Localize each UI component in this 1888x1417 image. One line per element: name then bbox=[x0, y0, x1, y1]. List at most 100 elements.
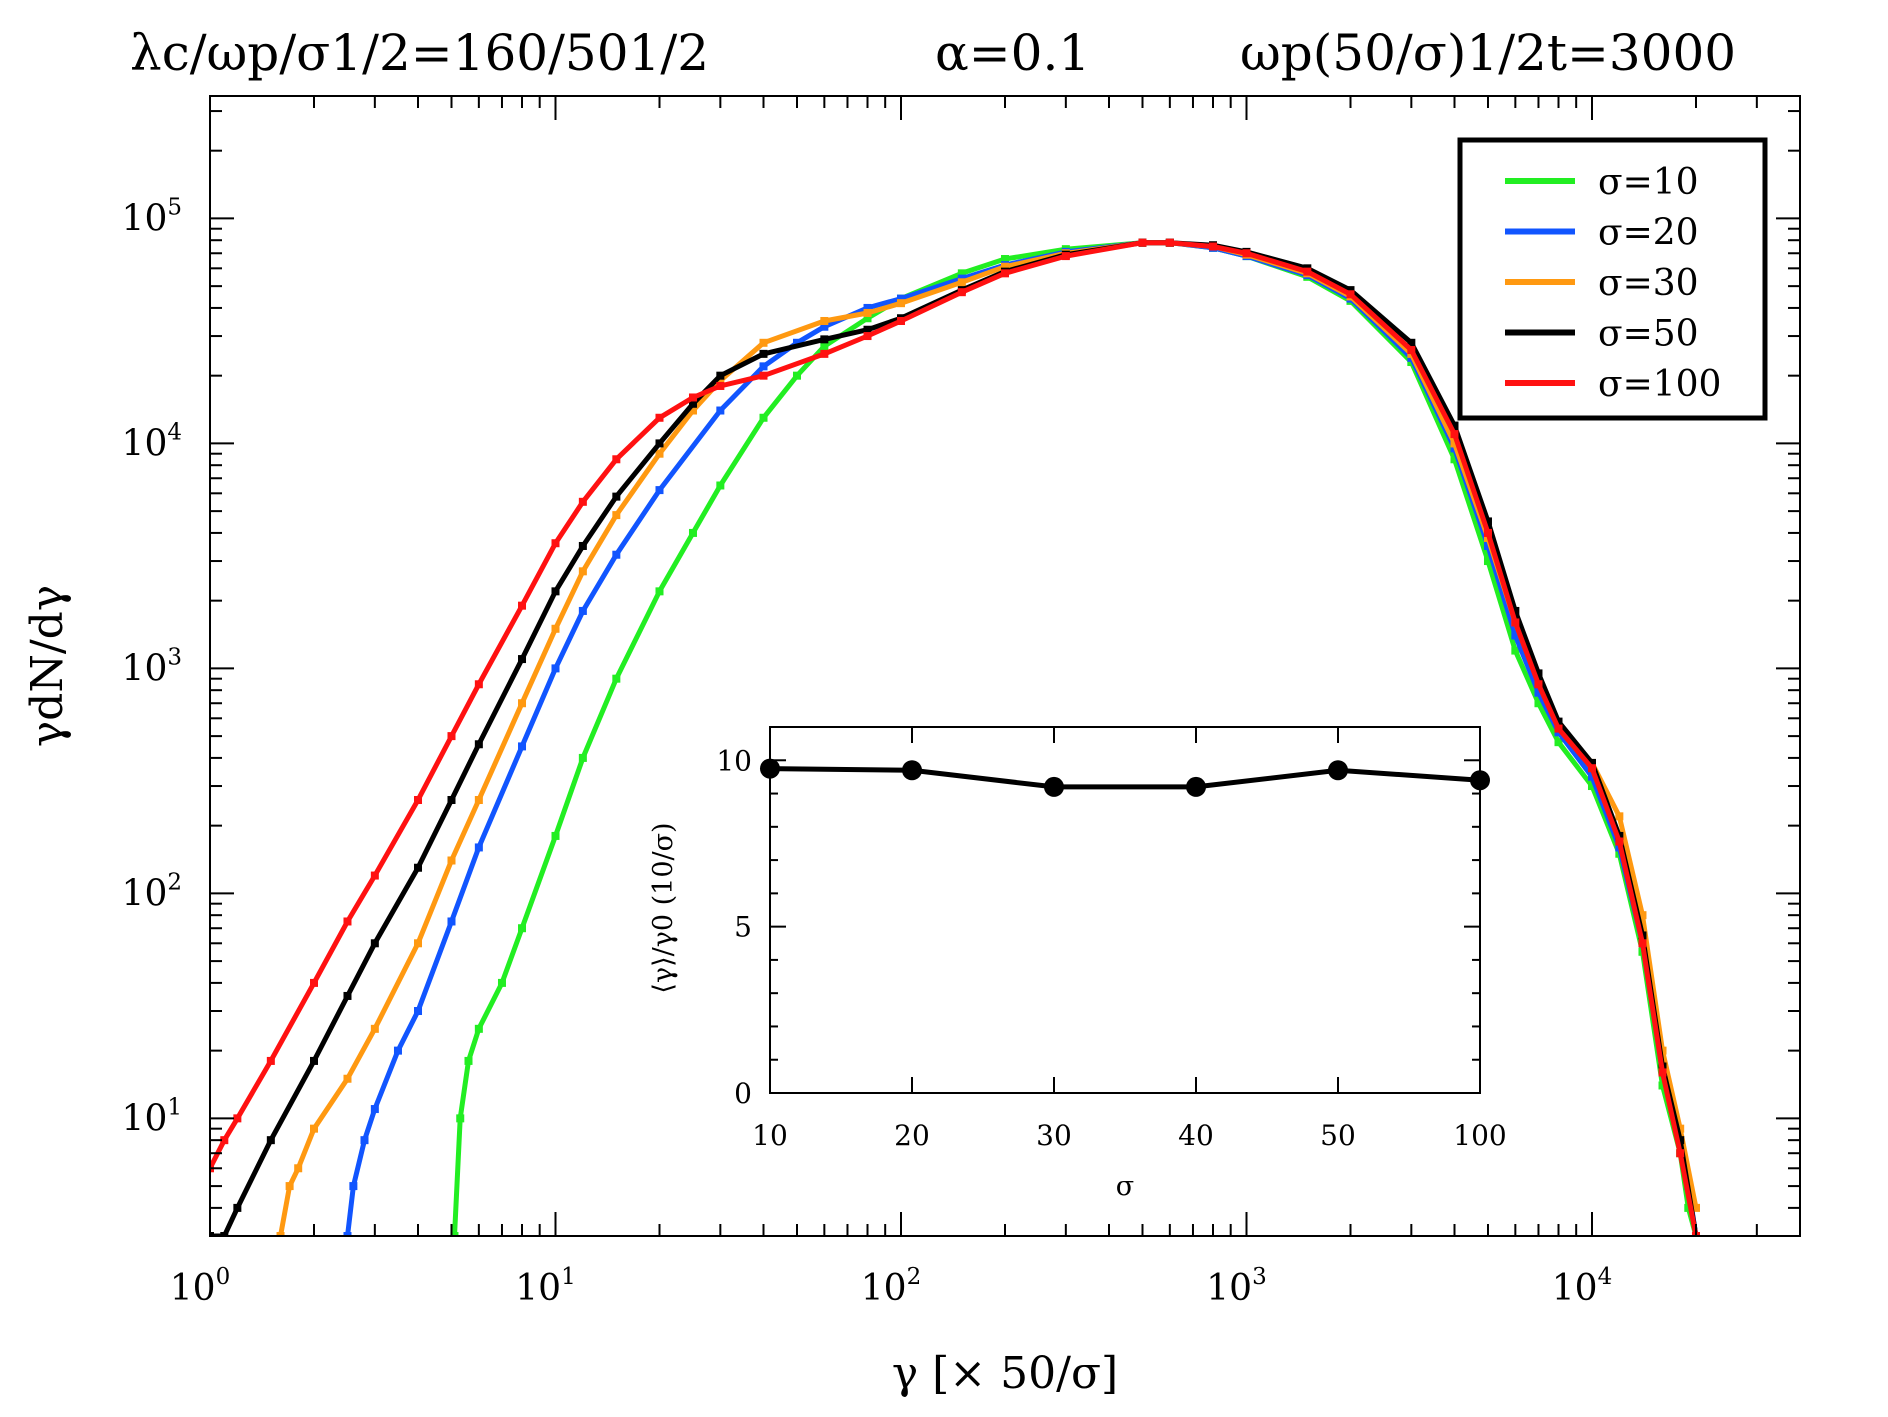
data-point bbox=[370, 1105, 379, 1114]
data-point bbox=[474, 843, 483, 852]
data-point bbox=[551, 587, 560, 596]
data-point bbox=[655, 587, 664, 596]
data-point bbox=[1587, 772, 1596, 781]
data-point bbox=[343, 1074, 352, 1083]
data-point bbox=[820, 322, 829, 331]
data-point bbox=[1638, 939, 1647, 948]
data-point bbox=[1615, 812, 1624, 821]
data-point bbox=[349, 1182, 358, 1191]
series-line-sigma-100 bbox=[210, 240, 1699, 1236]
data-point bbox=[1483, 517, 1492, 526]
main-y-tick-label: 101 bbox=[122, 1094, 182, 1139]
main-x-tick-label: 103 bbox=[1206, 1264, 1266, 1309]
inset-data-point bbox=[1328, 760, 1348, 781]
data-point bbox=[1534, 699, 1543, 708]
data-point bbox=[820, 316, 829, 325]
inset-x-tick-label: 30 bbox=[1036, 1119, 1072, 1152]
data-point bbox=[1658, 1081, 1667, 1090]
data-point bbox=[233, 1114, 242, 1123]
data-point bbox=[447, 917, 456, 926]
data-point bbox=[1001, 255, 1009, 264]
data-point bbox=[343, 1232, 352, 1236]
data-point bbox=[716, 371, 725, 380]
data-point bbox=[688, 399, 697, 408]
data-point bbox=[1554, 738, 1563, 747]
data-point bbox=[310, 978, 319, 987]
data-point bbox=[863, 325, 872, 334]
data-point bbox=[1676, 1149, 1685, 1158]
legend-label: σ=50 bbox=[1598, 314, 1699, 355]
inset-series-group bbox=[760, 758, 1490, 797]
inset-x-tick-label: 100 bbox=[1453, 1119, 1506, 1152]
data-point bbox=[1676, 1124, 1685, 1133]
data-point bbox=[1061, 252, 1070, 261]
data-point bbox=[863, 314, 872, 323]
data-point bbox=[1346, 290, 1355, 299]
data-point bbox=[863, 303, 872, 312]
data-point bbox=[1554, 717, 1563, 726]
data-point bbox=[896, 299, 905, 308]
data-point bbox=[792, 371, 801, 380]
data-point bbox=[414, 1007, 423, 1016]
data-point bbox=[1407, 338, 1416, 347]
data-point bbox=[1407, 346, 1416, 355]
data-point bbox=[863, 332, 872, 341]
data-point bbox=[210, 1232, 214, 1236]
main-y-axis-label: γdN/dγ bbox=[22, 585, 73, 747]
data-point bbox=[1165, 238, 1174, 247]
legend-items: σ=10 σ=20 σ=30 σ=50 σ=100 bbox=[1505, 162, 1721, 405]
data-point bbox=[464, 1056, 473, 1065]
data-point bbox=[1587, 758, 1596, 767]
data-point bbox=[716, 381, 725, 390]
data-point bbox=[551, 624, 560, 633]
data-point bbox=[612, 550, 621, 559]
data-point bbox=[792, 338, 801, 347]
data-point bbox=[820, 349, 829, 358]
data-point bbox=[1001, 262, 1009, 271]
data-point bbox=[414, 939, 423, 948]
data-point bbox=[1587, 764, 1596, 773]
inset-data-point bbox=[760, 758, 780, 779]
data-point bbox=[220, 1232, 229, 1236]
inset-data-point bbox=[902, 760, 922, 781]
data-point bbox=[1450, 455, 1459, 464]
legend-label: σ=100 bbox=[1598, 364, 1721, 405]
data-point bbox=[578, 753, 587, 762]
main-y-tick-label: 103 bbox=[122, 644, 182, 689]
data-point bbox=[360, 1136, 369, 1145]
data-point bbox=[276, 1232, 285, 1236]
data-point bbox=[759, 362, 768, 371]
inset-x-tick-label: 10 bbox=[752, 1119, 788, 1152]
inset-y-tick-label: 0 bbox=[734, 1077, 752, 1110]
data-point bbox=[578, 606, 587, 615]
inset-x-tick-label: 50 bbox=[1320, 1119, 1356, 1152]
data-point bbox=[474, 796, 483, 805]
inset-y-axis-label: ⟨γ⟩/γ0 (10/σ) bbox=[648, 822, 679, 993]
data-point bbox=[820, 342, 829, 351]
inset-ticks bbox=[769, 726, 1481, 1094]
inset-plot-frame bbox=[769, 726, 1481, 1094]
data-point bbox=[551, 539, 560, 548]
data-point bbox=[957, 278, 966, 287]
data-point bbox=[1450, 439, 1459, 448]
data-point bbox=[518, 601, 527, 610]
data-point bbox=[896, 316, 905, 325]
data-point bbox=[655, 439, 664, 448]
data-point bbox=[1587, 782, 1596, 791]
data-point bbox=[578, 567, 587, 576]
title-right: ωp(50/σ)1/2t=3000 bbox=[1240, 24, 1736, 82]
inset-x-tick-labels: 10 20 30 40 50 100 bbox=[752, 1119, 1507, 1152]
data-point bbox=[759, 413, 768, 422]
data-point bbox=[474, 1024, 483, 1033]
data-point bbox=[551, 664, 560, 673]
data-point bbox=[294, 1164, 303, 1173]
data-point bbox=[1534, 680, 1543, 689]
data-point bbox=[759, 371, 768, 380]
data-point bbox=[1676, 1136, 1685, 1145]
main-x-tick-labels: 100 101 102 103 104 bbox=[170, 1264, 1612, 1309]
data-point bbox=[1138, 238, 1147, 247]
title-mid: α=0.1 bbox=[935, 24, 1090, 82]
data-point bbox=[343, 917, 352, 926]
data-point bbox=[447, 796, 456, 805]
data-point bbox=[612, 492, 621, 501]
